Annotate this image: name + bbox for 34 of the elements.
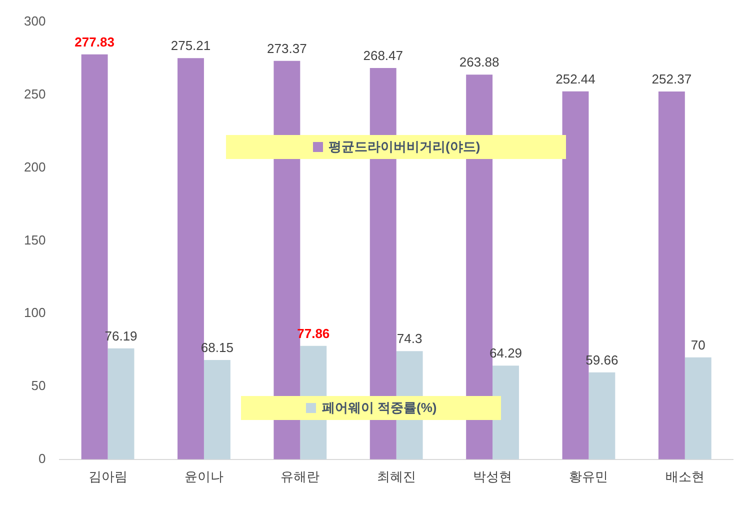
bar bbox=[492, 366, 519, 460]
x-tick-label: 유해란 bbox=[280, 468, 320, 484]
x-tick-label: 최혜진 bbox=[376, 468, 416, 484]
data-label: 252.44 bbox=[556, 71, 596, 86]
legend-label: 평균드라이버비거리(야드) bbox=[328, 138, 480, 156]
bar bbox=[658, 91, 685, 460]
y-tick-label: 300 bbox=[24, 14, 46, 29]
y-tick-label: 200 bbox=[24, 159, 46, 174]
data-label: 74.3 bbox=[396, 331, 422, 346]
bar bbox=[684, 357, 712, 460]
x-tick-label: 황유민 bbox=[569, 468, 608, 484]
bar bbox=[588, 372, 616, 460]
data-label: 77.86 bbox=[297, 326, 330, 341]
name-box: 평균드라이버비거리(야드) bbox=[226, 135, 566, 160]
data-label: 252.37 bbox=[652, 72, 692, 87]
y-tick-label: 150 bbox=[24, 232, 46, 248]
data-label: 263.88 bbox=[459, 54, 500, 70]
x-tick-label: 박성현 bbox=[473, 468, 512, 484]
bar bbox=[108, 348, 134, 460]
y-tick-label: 0 bbox=[38, 450, 46, 466]
bar bbox=[204, 360, 230, 460]
y-tick-label: 100 bbox=[24, 305, 46, 320]
name-box: 페어웨이 적중률(%) bbox=[241, 396, 502, 420]
legend-label: 페어웨이 적중률(%) bbox=[322, 399, 437, 418]
data-label: 70 bbox=[690, 337, 706, 352]
data-label: 268.47 bbox=[363, 48, 403, 64]
data-label: 275.21 bbox=[170, 38, 211, 54]
x-tick-label: 윤이나 bbox=[184, 468, 224, 484]
x-tick-label: 김아림 bbox=[88, 468, 128, 484]
y-tick-label: 50 bbox=[31, 378, 46, 394]
data-label: 273.37 bbox=[267, 40, 307, 56]
data-label: 277.83 bbox=[74, 34, 114, 50]
x-tick-label: 배소현 bbox=[665, 468, 704, 484]
y-tick-label: 250 bbox=[24, 86, 46, 102]
